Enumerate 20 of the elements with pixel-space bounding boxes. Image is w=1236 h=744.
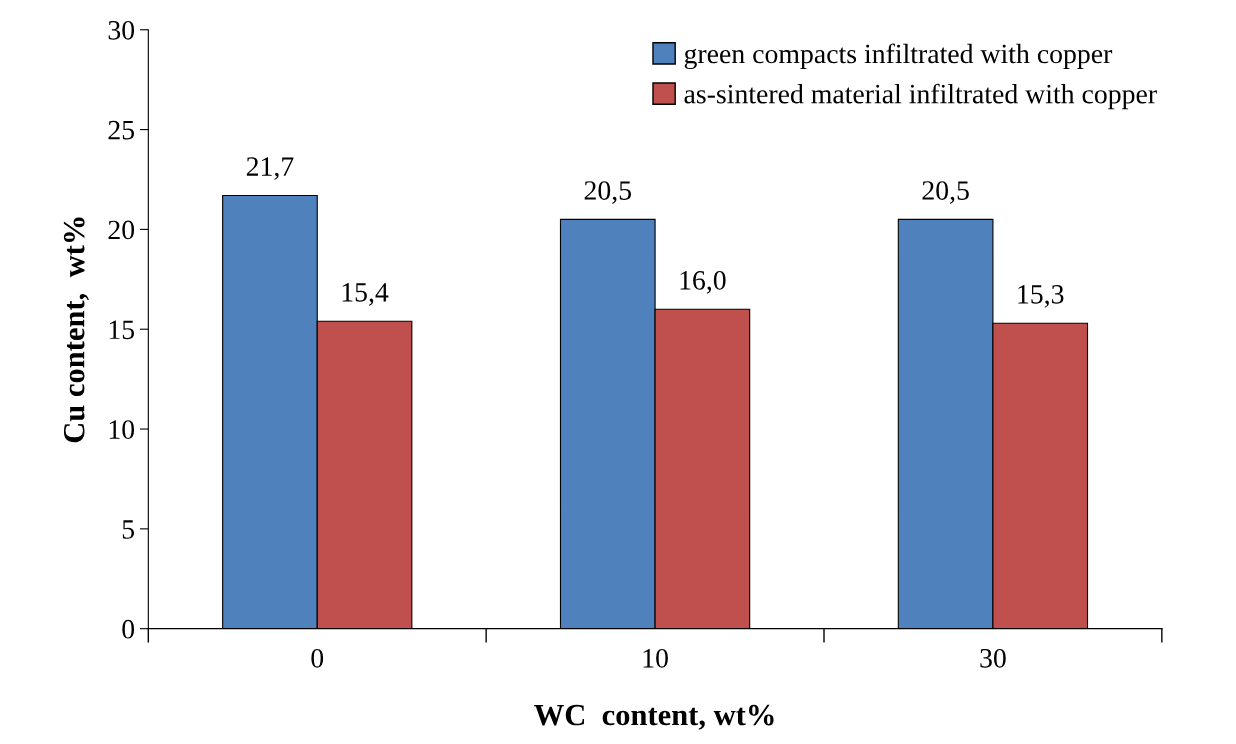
y-tick-label: 30: [108, 20, 135, 40]
y-tick-label: 0: [122, 619, 135, 639]
data-label: 20,5: [922, 181, 969, 204]
data-label: 21,7: [246, 157, 294, 180]
x-tick-label: 30: [980, 648, 1006, 668]
legend-label: as-sintered material infiltrated with copper: [684, 83, 1157, 110]
y-tick-label: 20: [108, 220, 135, 240]
x-tick-label: 0: [311, 648, 324, 668]
data-label: 20,5: [584, 181, 631, 204]
x-tick-label: 10: [643, 648, 668, 668]
data-label: 15,4: [342, 283, 389, 306]
y-tick-label: 25: [108, 120, 135, 140]
y-tick-label: 10: [109, 420, 135, 439]
legend-label: green compacts infiltrated with copper: [684, 43, 1113, 70]
data-label: 16,0: [680, 270, 726, 294]
y-tick-label: 5: [122, 520, 135, 539]
y-tick-label: 15: [109, 320, 135, 340]
data-label: 15,3: [1018, 285, 1064, 308]
x-axis-title: WC content, wt%: [534, 704, 774, 730]
y-axis-title: Cu content, wt%: [63, 217, 89, 443]
